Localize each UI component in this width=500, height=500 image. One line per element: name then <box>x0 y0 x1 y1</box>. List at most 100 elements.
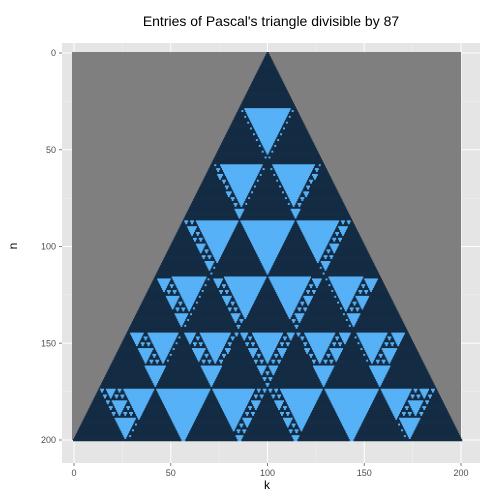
cell-not-divisible <box>156 353 159 357</box>
cell-not-divisible <box>114 413 119 417</box>
cell-divisible <box>391 410 402 413</box>
cell-divisible <box>313 255 322 258</box>
cell-not-divisible <box>256 350 262 353</box>
cell-not-divisible <box>198 338 203 341</box>
cell-divisible <box>313 177 317 181</box>
cell-divisible <box>259 371 264 374</box>
cell-divisible <box>210 249 225 252</box>
cell-not-divisible <box>307 284 310 287</box>
cell-divisible <box>117 411 122 415</box>
cell-not-divisible <box>176 290 179 293</box>
cell-not-divisible <box>164 367 203 370</box>
cell-divisible <box>287 334 294 337</box>
cell-divisible <box>111 411 116 415</box>
cell-not-divisible <box>246 197 249 200</box>
cell-divisible <box>109 396 113 399</box>
cell-divisible <box>205 344 226 347</box>
cell-divisible <box>166 297 179 301</box>
cell-not-divisible <box>252 79 283 82</box>
cell-divisible <box>335 410 369 413</box>
cell-not-divisible <box>258 172 277 175</box>
cell-divisible <box>340 334 351 337</box>
cell-not-divisible <box>243 202 246 206</box>
cell-not-divisible <box>414 429 458 432</box>
cell-not-divisible <box>223 173 226 177</box>
x-axis-title: k <box>264 478 271 492</box>
cell-not-divisible <box>121 411 124 415</box>
cell-not-divisible <box>332 369 372 372</box>
cell-not-divisible <box>282 404 289 407</box>
cell-divisible <box>193 237 198 241</box>
cell-not-divisible <box>163 257 203 260</box>
cell-divisible <box>300 429 303 432</box>
cell-divisible <box>253 127 282 130</box>
cell-not-divisible <box>222 291 227 295</box>
cell-not-divisible <box>274 361 279 364</box>
cell-divisible <box>275 390 278 393</box>
cell-divisible <box>219 290 224 293</box>
cell-not-divisible <box>376 392 383 395</box>
cell-not-divisible <box>223 139 257 142</box>
cell-not-divisible <box>190 309 230 312</box>
cell-divisible <box>265 382 270 386</box>
cell-not-divisible <box>86 411 113 415</box>
cell-not-divisible <box>210 268 265 271</box>
cell-not-divisible <box>356 321 404 324</box>
cell-divisible <box>376 361 380 364</box>
cell-divisible <box>287 404 316 407</box>
cell-not-divisible <box>242 425 247 428</box>
cell-not-divisible <box>278 342 281 345</box>
cell-not-divisible <box>276 257 316 260</box>
cell-divisible <box>171 419 196 422</box>
cell-not-divisible <box>434 388 438 391</box>
cell-divisible <box>172 348 175 351</box>
cell-divisible <box>208 268 211 271</box>
cell-divisible <box>262 388 267 391</box>
cell-divisible <box>286 313 293 316</box>
cell-not-divisible <box>223 346 260 349</box>
cell-divisible <box>330 245 339 248</box>
cell-not-divisible <box>402 406 406 409</box>
cell-divisible <box>148 373 163 376</box>
cell-divisible <box>295 315 304 318</box>
cell-not-divisible <box>108 367 146 370</box>
cell-not-divisible <box>256 175 279 179</box>
cell-divisible <box>349 307 354 310</box>
cell-not-divisible <box>272 144 275 148</box>
cell-not-divisible <box>169 245 198 248</box>
cell-divisible <box>124 437 127 440</box>
cell-not-divisible <box>236 309 241 312</box>
cell-not-divisible <box>220 284 223 287</box>
cell-not-divisible <box>227 338 232 341</box>
cell-not-divisible <box>207 394 216 397</box>
cell-divisible <box>382 361 385 364</box>
cell-divisible <box>272 361 275 364</box>
cell-divisible <box>197 224 237 227</box>
cell-not-divisible <box>375 282 384 285</box>
cell-not-divisible <box>301 202 345 206</box>
cell-not-divisible <box>322 388 325 391</box>
cell-divisible <box>338 415 366 419</box>
cell-not-divisible <box>229 125 254 128</box>
cell-not-divisible <box>426 394 429 397</box>
cell-divisible <box>337 413 367 417</box>
cell-not-divisible <box>155 355 160 359</box>
cell-divisible <box>131 334 143 337</box>
cell-divisible <box>243 338 246 341</box>
cell-not-divisible <box>308 177 315 181</box>
cell-not-divisible <box>242 212 293 215</box>
cell-not-divisible <box>312 297 340 301</box>
cell-divisible <box>237 199 246 202</box>
cell-not-divisible <box>169 291 174 295</box>
cell-not-divisible <box>108 402 113 405</box>
cell-divisible <box>157 390 210 393</box>
cell-divisible <box>245 202 248 206</box>
cell-not-divisible <box>303 427 345 430</box>
cell-not-divisible <box>381 344 386 347</box>
cell-not-divisible <box>373 359 377 362</box>
cell-not-divisible <box>202 237 205 241</box>
cell-divisible <box>249 237 287 241</box>
cell-divisible <box>210 353 221 357</box>
cell-divisible <box>245 110 291 113</box>
cell-not-divisible <box>269 359 272 362</box>
